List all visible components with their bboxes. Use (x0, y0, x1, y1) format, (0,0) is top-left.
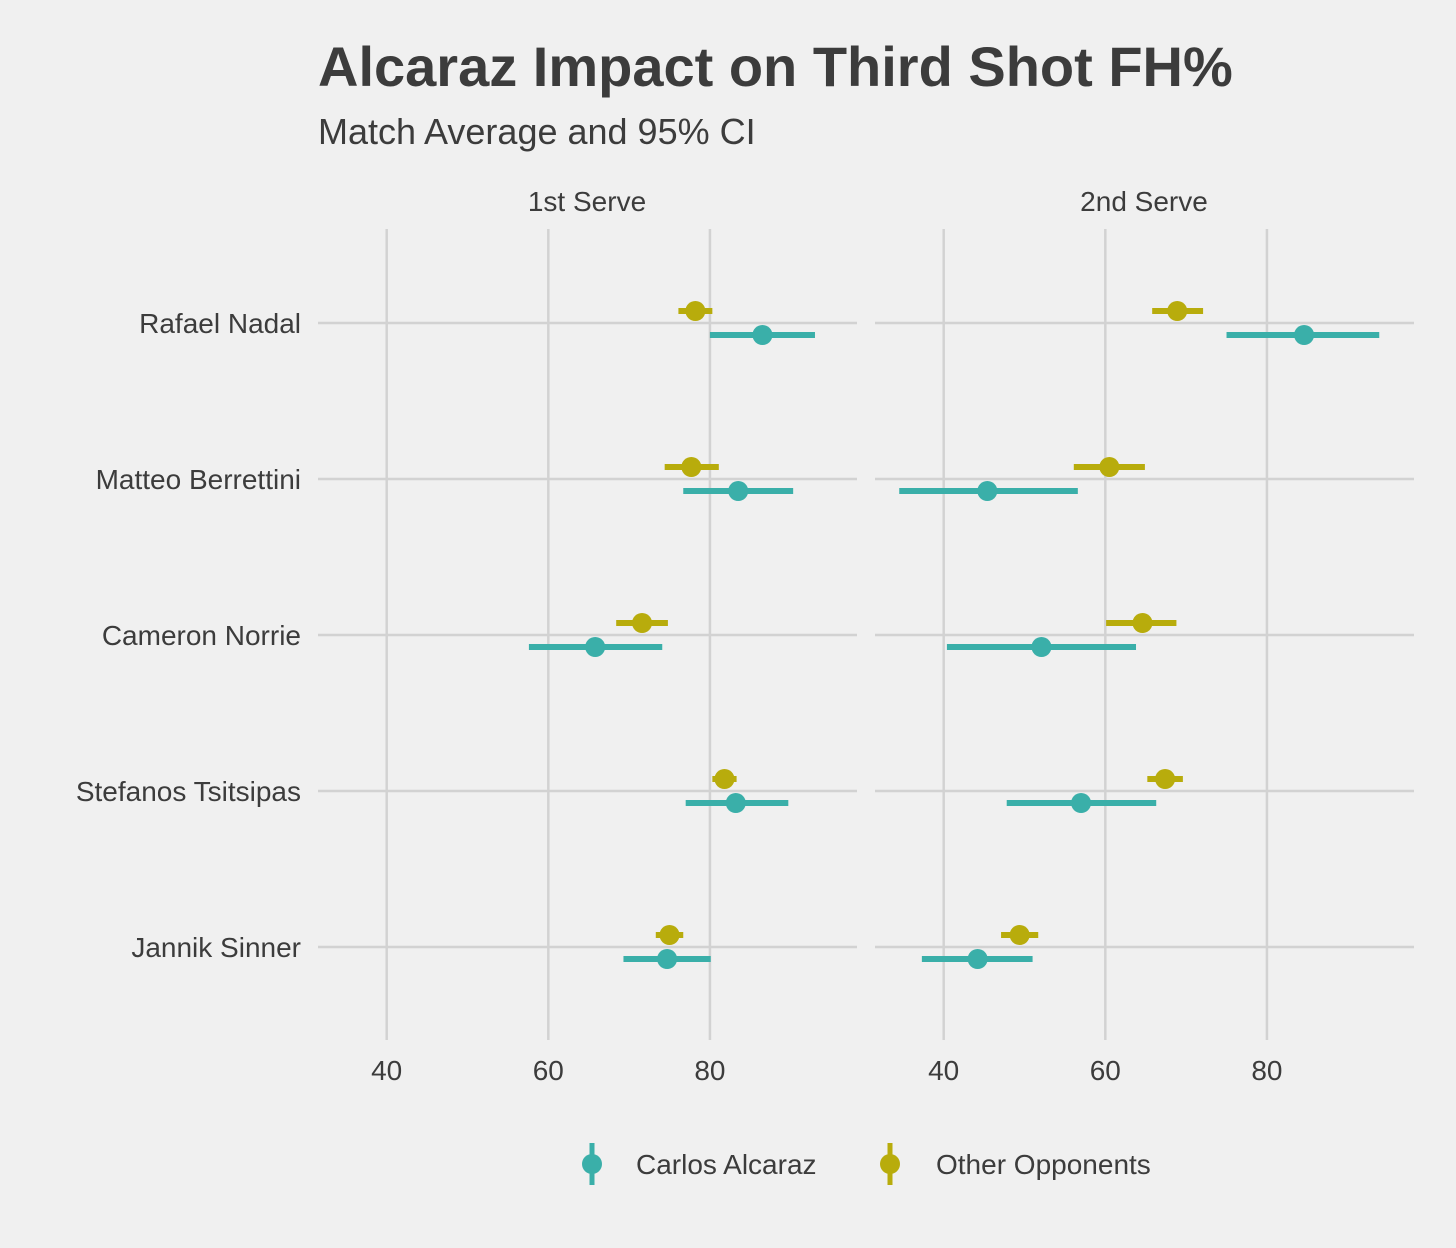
point-other-opponents-jannik-sinner-1st-serve (659, 925, 680, 945)
legend-key-other-opponents (880, 1143, 900, 1185)
point-carlos-alcaraz-matteo-berrettini-2nd-serve (977, 481, 998, 501)
facet-label-2nd-serve: 2nd Serve (1080, 186, 1208, 217)
legend: Carlos Alcaraz Other Opponents (582, 1143, 1151, 1185)
legend-label-other-opponents: Other Opponents (936, 1149, 1151, 1180)
point-carlos-alcaraz-rafael-nadal-1st-serve (752, 325, 773, 345)
point-carlos-alcaraz-matteo-berrettini-1st-serve (728, 481, 749, 501)
point-carlos-alcaraz-stefanos-tsitsipas-1st-serve (725, 793, 746, 813)
point-other-opponents-rafael-nadal-1st-serve (685, 301, 706, 321)
legend-key-carlos-alcaraz (582, 1143, 602, 1185)
point-carlos-alcaraz-rafael-nadal-2nd-serve (1294, 325, 1315, 345)
y-label-jannik-sinner: Jannik Sinner (131, 932, 301, 963)
facet-label-1st-serve: 1st Serve (528, 186, 646, 217)
legend-label-carlos-alcaraz: Carlos Alcaraz (636, 1149, 817, 1180)
x-tick-label-40: 40 (371, 1055, 402, 1086)
point-other-opponents-stefanos-tsitsipas-2nd-serve (1155, 769, 1176, 789)
point-other-opponents-jannik-sinner-2nd-serve (1009, 925, 1030, 945)
x-tick-label-80: 80 (694, 1055, 725, 1086)
data-marks (528, 301, 1380, 969)
point-carlos-alcaraz-stefanos-tsitsipas-2nd-serve (1071, 793, 1092, 813)
y-label-rafael-nadal: Rafael Nadal (139, 308, 301, 339)
x-tick-label-60: 60 (533, 1055, 564, 1086)
point-other-opponents-cameron-norrie-1st-serve (632, 613, 653, 633)
point-carlos-alcaraz-jannik-sinner-1st-serve (657, 949, 678, 969)
point-other-opponents-rafael-nadal-2nd-serve (1167, 301, 1188, 321)
point-carlos-alcaraz-cameron-norrie-2nd-serve (1031, 637, 1052, 657)
x-tick-label-40: 40 (928, 1055, 959, 1086)
x-tick-label-80: 80 (1251, 1055, 1282, 1086)
chart-subtitle: Match Average and 95% CI (318, 111, 756, 152)
y-label-stefanos-tsitsipas: Stefanos Tsitsipas (76, 776, 301, 807)
x-axis-ticks: 40 60 80 40 60 80 (371, 1055, 1282, 1086)
y-axis-labels: Rafael Nadal Matteo Berrettini Cameron Nor… (76, 308, 301, 963)
point-other-opponents-matteo-berrettini-2nd-serve (1099, 457, 1120, 477)
grid-layer (318, 229, 1414, 1040)
point-carlos-alcaraz-jannik-sinner-2nd-serve (967, 949, 988, 969)
point-other-opponents-matteo-berrettini-1st-serve (681, 457, 702, 477)
chart-title: Alcaraz Impact on Third Shot FH% (318, 35, 1233, 98)
x-tick-label-60: 60 (1090, 1055, 1121, 1086)
point-other-opponents-cameron-norrie-2nd-serve (1132, 613, 1153, 633)
point-carlos-alcaraz-cameron-norrie-1st-serve (585, 637, 606, 657)
y-label-cameron-norrie: Cameron Norrie (102, 620, 301, 651)
point-other-opponents-stefanos-tsitsipas-1st-serve (714, 769, 735, 789)
y-label-matteo-berrettini: Matteo Berrettini (96, 464, 301, 495)
